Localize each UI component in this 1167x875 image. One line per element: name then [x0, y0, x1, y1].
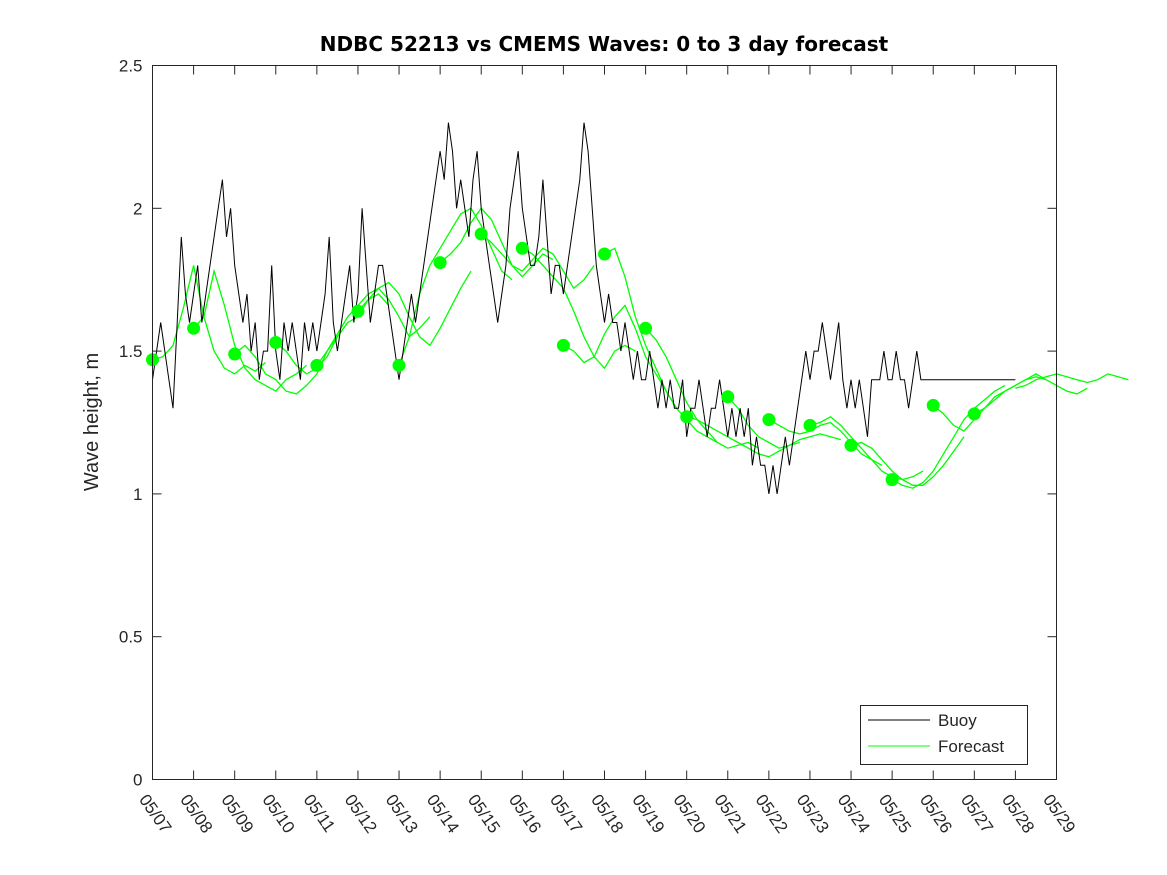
- y-tick-label-0: 0: [133, 771, 142, 790]
- forecast-start-point-8: [474, 227, 488, 241]
- forecast-run-line-18: [891, 384, 1006, 489]
- forecast-start-point-19: [926, 398, 940, 412]
- forecast-start-point-14: [721, 390, 735, 404]
- forecast-start-point-2: [228, 347, 242, 361]
- forecast-start-point-10: [556, 338, 570, 352]
- forecast-run-line-16: [809, 416, 924, 481]
- forecast-start-point-17: [844, 438, 858, 452]
- forecast-run-line-12: [645, 327, 759, 449]
- forecast-start-point-1: [187, 321, 201, 335]
- y-tick-label-1: 0.5: [119, 628, 143, 647]
- forecast-start-point-16: [803, 418, 817, 432]
- forecast-run-line-21: [1015, 373, 1129, 389]
- forecast-run-line-6: [398, 207, 513, 366]
- forecast-run-line-15: [768, 419, 883, 466]
- y-tick-label-2: 1: [133, 485, 142, 504]
- forecast-start-point-4: [310, 358, 324, 372]
- forecast-start-point-7: [433, 256, 447, 270]
- forecast-run-line-9: [521, 247, 636, 370]
- forecast-run-line-1: [193, 268, 308, 392]
- y-axis: 0 0.5 1 1.5 2 2.5: [119, 57, 1057, 790]
- forecast-start-point-12: [639, 321, 653, 335]
- forecast-start-point-9: [515, 241, 529, 255]
- forecast-run-line-11: [604, 247, 718, 444]
- chart-title: NDBC 52213 vs CMEMS Waves: 0 to 3 day fo…: [320, 32, 889, 56]
- forecast-start-point-20: [967, 407, 981, 421]
- legend: Buoy Forecast: [860, 705, 1028, 765]
- series-layer: [146, 122, 1129, 494]
- forecast-start-point-15: [762, 413, 776, 427]
- plot-area: [152, 65, 1056, 779]
- forecast-run-line-10: [563, 304, 677, 409]
- forecast-run-line-5: [357, 270, 472, 347]
- forecast-start-point-11: [598, 247, 611, 261]
- forecast-run-line-8: [480, 233, 595, 290]
- legend-box: [860, 705, 1028, 765]
- forecast-start-point-18: [885, 473, 899, 487]
- legend-label-forecast: Forecast: [938, 737, 1004, 756]
- forecast-run-line-0: [152, 265, 266, 375]
- forecast-run-line-7: [439, 207, 554, 278]
- forecast-start-point-13: [680, 410, 694, 424]
- y-tick-label-3: 1.5: [119, 342, 143, 361]
- y-tick-label-4: 2: [133, 199, 142, 218]
- buoy-series-line: [152, 122, 1016, 494]
- forecast-start-point-6: [392, 358, 406, 372]
- forecast-run-line-20: [973, 376, 1088, 415]
- forecast-start-point-3: [269, 336, 283, 349]
- forecast-start-point-5: [351, 304, 365, 318]
- forecast-run-line-17: [850, 436, 965, 486]
- y-tick-label-5: 2.5: [119, 57, 143, 76]
- y-axis-label: Wave height, m: [81, 353, 103, 491]
- legend-label-buoy: Buoy: [938, 711, 977, 730]
